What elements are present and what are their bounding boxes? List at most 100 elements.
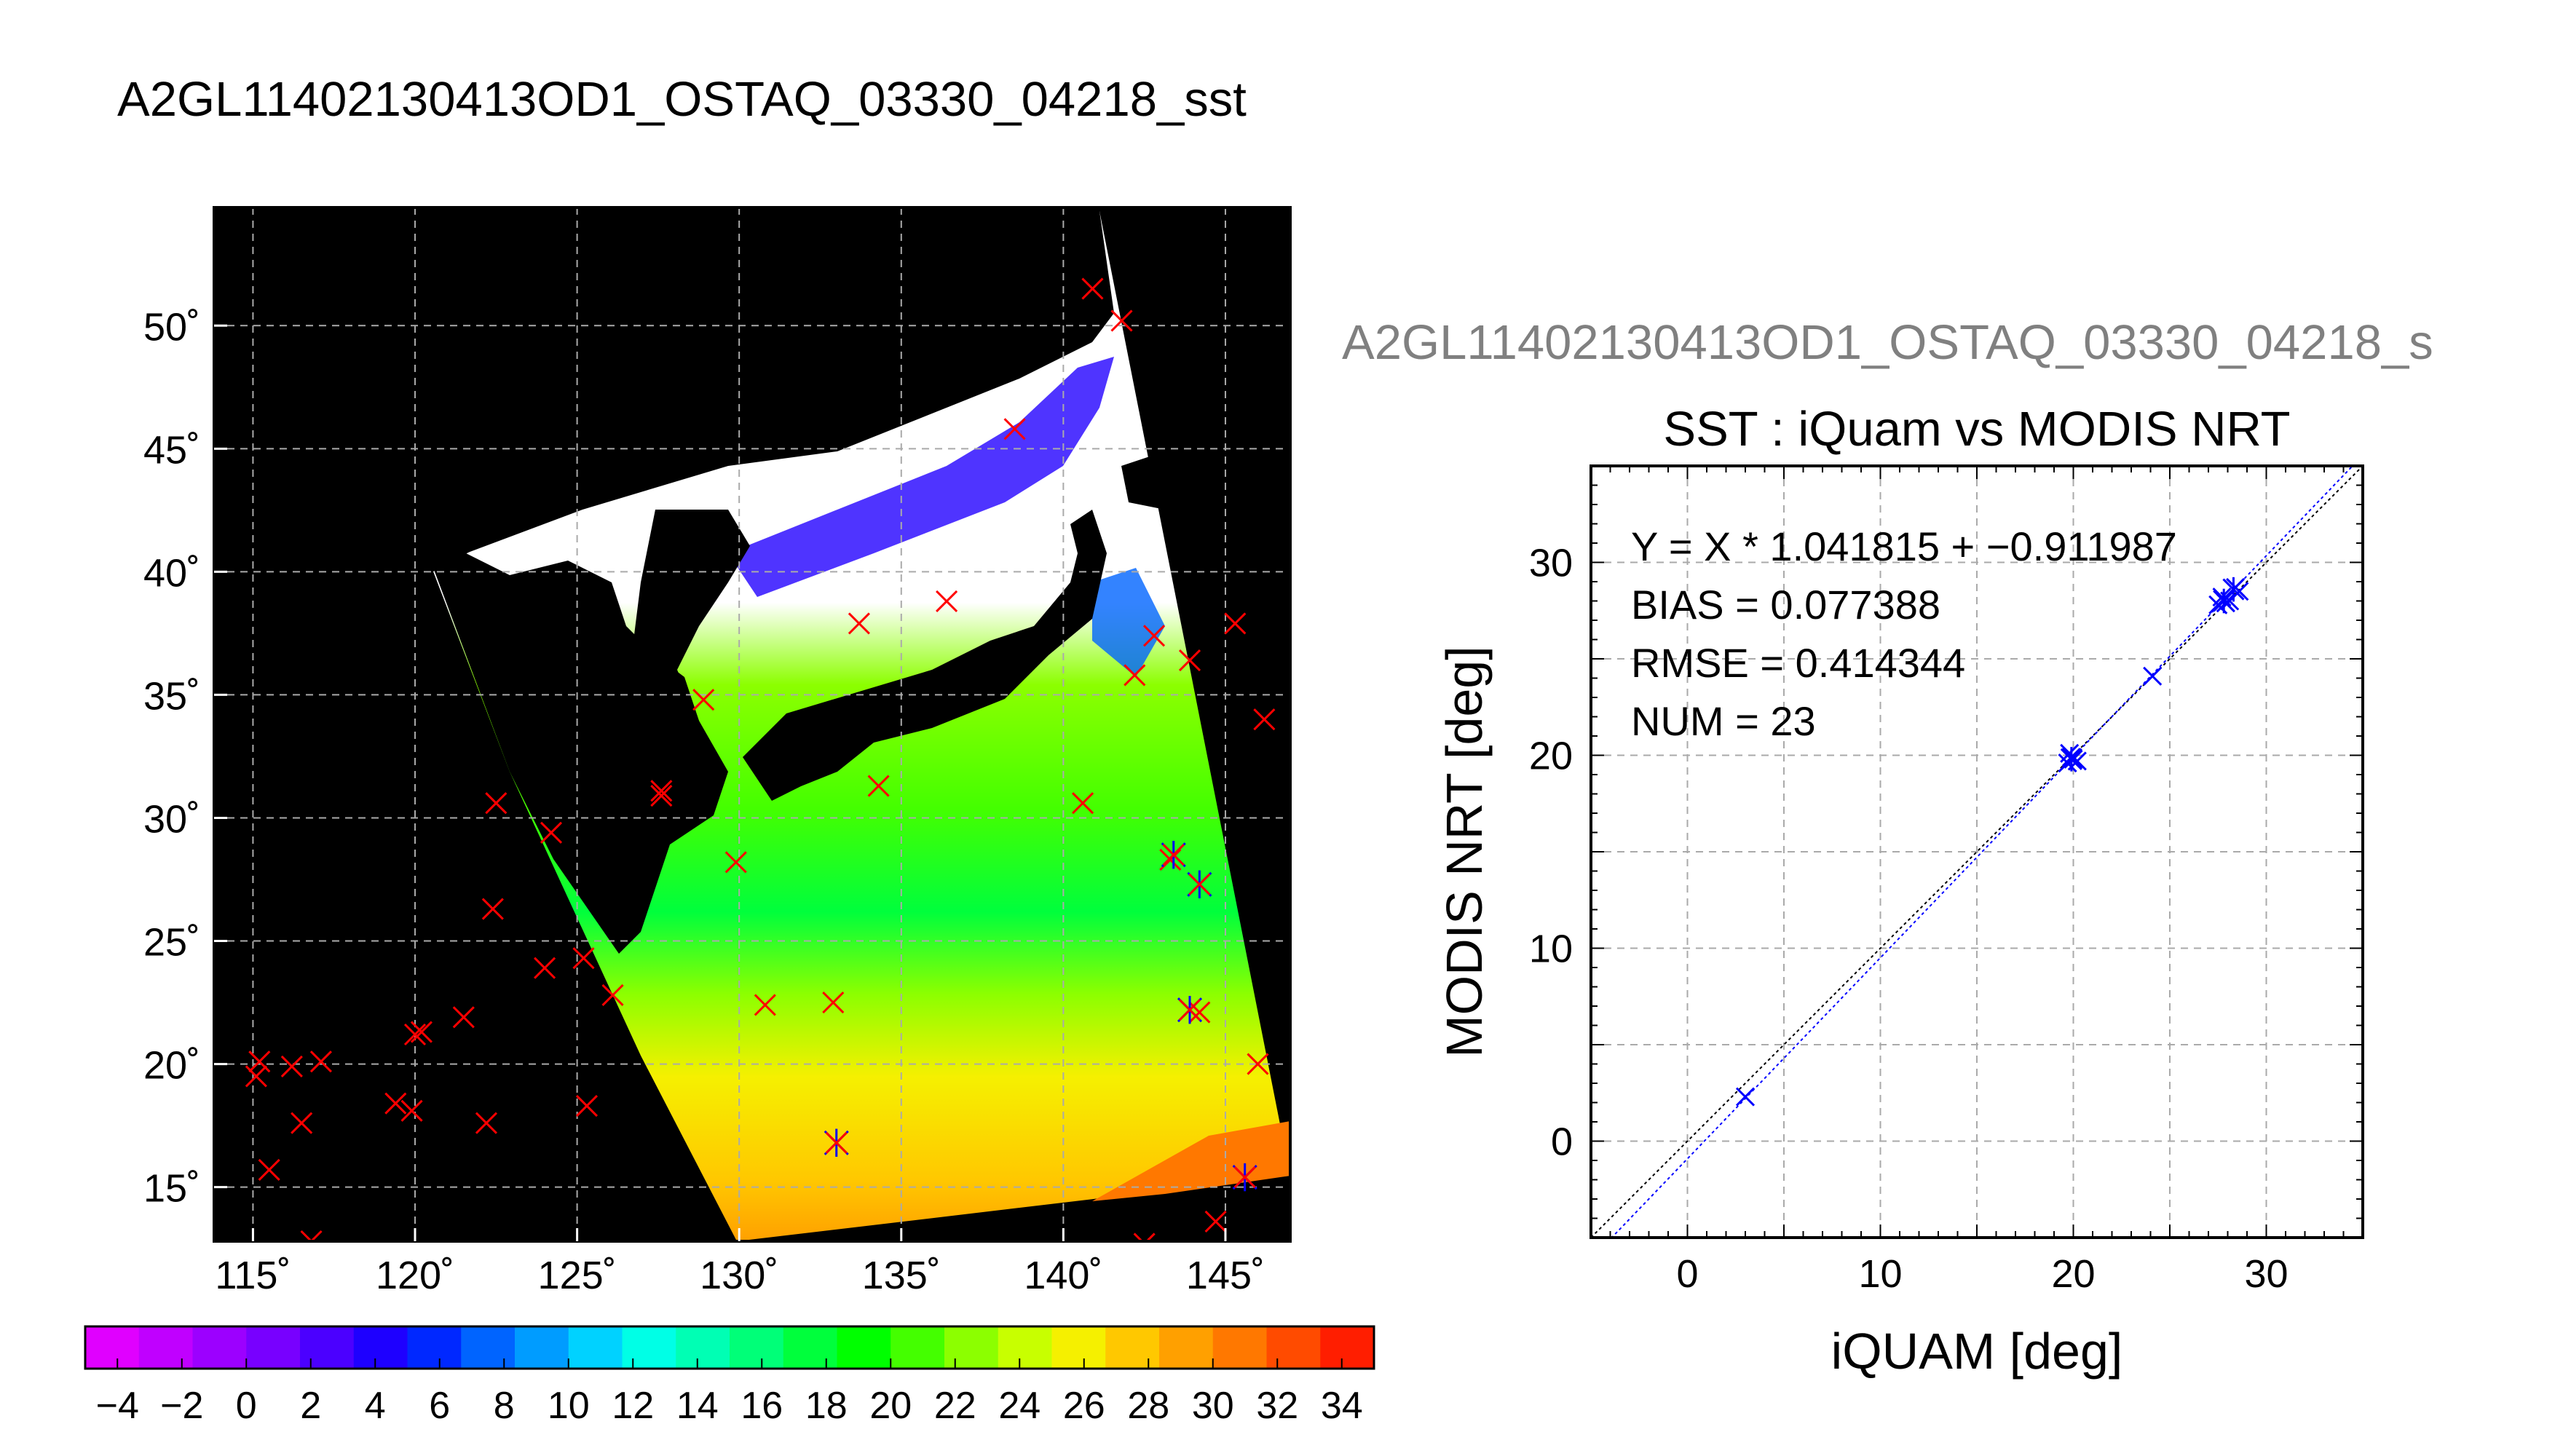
map-iquam-marker (258, 1158, 280, 1182)
colorbar-swatch (138, 1326, 194, 1369)
scatter-y-tick-label: 10 (1529, 927, 1573, 971)
colorbar-tick-label: 4 (365, 1385, 386, 1427)
colorbar-swatch (515, 1326, 569, 1369)
map-markers (245, 277, 1276, 1241)
map-iquam-marker (1162, 844, 1185, 866)
colorbar-tick-label: 32 (1256, 1385, 1298, 1427)
japan-land (743, 510, 1107, 801)
map-lat-tick-label: 45˚ (143, 428, 200, 472)
scatter-annotation: RMSE = 0.414344 (1631, 640, 1965, 686)
map-iquam-marker (601, 984, 624, 1006)
scatter-annotation: Y = X * 1.041815 + −0.911987 (1631, 523, 2177, 569)
map-lat-tick-label: 50˚ (143, 305, 200, 349)
colorbar-swatch (1105, 1326, 1160, 1369)
map-iquam-marker (575, 1094, 599, 1117)
map-iquam-marker (1247, 1053, 1269, 1075)
colorbar-tick-label: −4 (96, 1385, 139, 1427)
colorbar-tick-label: −2 (160, 1385, 203, 1427)
chart-title: A2GL11402130413OD1_OSTAQ_03330_04218_sst (117, 72, 1247, 127)
colorbar-tick-label: 24 (998, 1385, 1040, 1427)
colorbar-swatch (676, 1326, 730, 1369)
colorbar-swatch (998, 1326, 1053, 1369)
colorbar-tick-label: 6 (429, 1385, 450, 1427)
map-iquam-marker (452, 1006, 475, 1029)
map-iquam-marker (754, 994, 776, 1016)
colorbar-swatch (1266, 1326, 1322, 1369)
colorbar-tick-label: 8 (494, 1385, 515, 1427)
colorbar-swatch (461, 1326, 516, 1369)
map-iquam-marker (1072, 792, 1094, 815)
map-lat-tick-label: 40˚ (143, 551, 200, 595)
colorbar-tick-label: 16 (741, 1385, 783, 1427)
map-iquam-marker (867, 775, 890, 797)
scatter-file-title: A2GL11402130413OD1_OSTAQ_03330_04218_s (1342, 315, 2433, 370)
colorbar-swatch (85, 1326, 140, 1369)
map-iquam-marker (1142, 625, 1166, 647)
map-iquam-marker (825, 1131, 848, 1154)
scatter-plot: SST : iQuam vs MODIS NRT 0 10 20 30 0 10 20 30 iQ… (1436, 402, 2364, 1380)
colorbar-swatch (1320, 1326, 1375, 1369)
map-gridlines (214, 207, 1290, 1241)
map-iquam-marker (822, 991, 845, 1014)
scatter-x-tick-label: 20 (2051, 1252, 2095, 1296)
colorbar-swatch (730, 1326, 784, 1369)
colorbar-swatch (1051, 1326, 1107, 1369)
map-iquam-marker (848, 612, 870, 635)
scatter-y-axis-label: MODIS NRT [deg] (1436, 646, 1493, 1057)
scatter-point-star (2213, 588, 2235, 614)
scatter-point (1735, 1087, 1756, 1107)
map-iquam-marker (1204, 1210, 1227, 1233)
colorbar-tick-label: 18 (805, 1385, 848, 1427)
map-lon-tick-label: 140˚ (1024, 1254, 1102, 1297)
colorbar-tick-label: 34 (1321, 1385, 1363, 1427)
colorbar-tick-label: 12 (612, 1385, 654, 1427)
map-iquam-marker (280, 1055, 303, 1078)
scatter-x-tick-label: 0 (1676, 1252, 1698, 1296)
map-iquam-marker (245, 1065, 267, 1088)
colorbar-swatch (192, 1326, 248, 1369)
map-iquam-marker (481, 898, 504, 920)
map-iquam-marker (475, 1112, 498, 1134)
scatter-point (2064, 749, 2083, 769)
colorbar-swatch (891, 1326, 945, 1369)
sakhalin-land (1129, 211, 1180, 379)
map-iquam-marker (936, 590, 958, 613)
colorbar-swatch (1159, 1326, 1214, 1369)
map-iquam-marker (403, 1023, 427, 1046)
map-iquam-marker (1188, 873, 1211, 895)
scatter-points (1735, 577, 2249, 1107)
map-iquam-marker (1110, 309, 1133, 332)
map-iquam-marker (1178, 649, 1201, 672)
map-iquam-marker (291, 1112, 313, 1134)
scatter-x-tick-label: 10 (1858, 1252, 1902, 1296)
colorbar-tick-label: 10 (548, 1385, 590, 1427)
scatter-y-tick-label: 30 (1529, 542, 1573, 585)
map-iquam-marker (485, 792, 508, 815)
map-iquam-marker (384, 1092, 407, 1115)
colorbar-tick-label: 28 (1127, 1385, 1169, 1427)
china-land (433, 553, 728, 954)
scatter-x-tick-label: 30 (2244, 1252, 2288, 1296)
map-iquam-marker (650, 784, 673, 807)
scatter-y-tick-label: 20 (1529, 735, 1573, 778)
colorbar-swatch (783, 1326, 838, 1369)
colorbar-tick-label: 0 (236, 1385, 257, 1427)
map-lat-tick-label: 20˚ (143, 1044, 200, 1088)
map-iquam-marker (1124, 664, 1146, 687)
colorbar-tick-label: 20 (869, 1385, 912, 1427)
map-lat-tick-label: 30˚ (143, 797, 200, 841)
manchuria-land (214, 211, 1114, 553)
colorbar-swatch (944, 1326, 999, 1369)
map-iquam-marker (1178, 999, 1201, 1021)
map-iquam-marker (1253, 708, 1276, 731)
map-iquam-marker (400, 1099, 423, 1122)
colorbar-swatch (622, 1326, 677, 1369)
scatter-point (2143, 666, 2163, 686)
map-iquam-marker (309, 1051, 332, 1073)
colorbar-tick-label: 30 (1192, 1385, 1234, 1427)
map-lon-tick-label: 115˚ (215, 1254, 291, 1297)
colorbar-tick-label: 14 (676, 1385, 719, 1427)
map-iquam-marker (534, 957, 556, 979)
map-lon-tick-label: 135˚ (862, 1254, 941, 1297)
